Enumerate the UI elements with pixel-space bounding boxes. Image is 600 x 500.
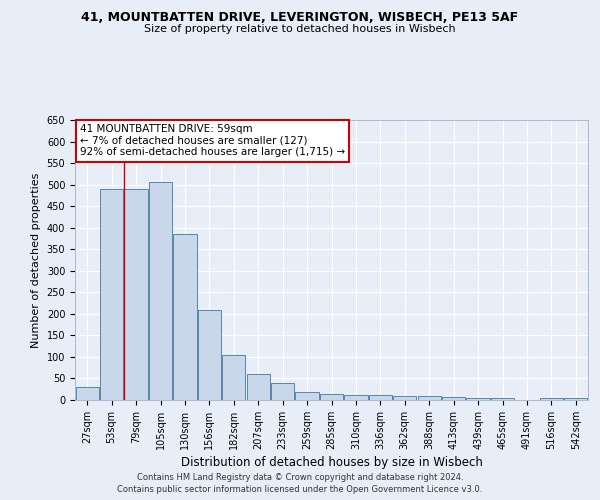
Bar (540, 398, 563, 400)
Bar (466, 398, 490, 400)
Bar (564, 398, 587, 400)
Bar (491, 398, 514, 400)
Bar (393, 396, 416, 400)
Text: 41 MOUNTBATTEN DRIVE: 59sqm
← 7% of detached houses are smaller (127)
92% of sem: 41 MOUNTBATTEN DRIVE: 59sqm ← 7% of deta… (80, 124, 345, 158)
Bar (173, 234, 197, 400)
Y-axis label: Number of detached properties: Number of detached properties (31, 172, 41, 348)
Text: Size of property relative to detached houses in Wisbech: Size of property relative to detached ho… (144, 24, 456, 34)
Text: Contains public sector information licensed under the Open Government Licence v3: Contains public sector information licen… (118, 485, 482, 494)
Bar (369, 396, 392, 400)
Bar (76, 387, 99, 400)
Bar (198, 310, 221, 400)
Text: Contains HM Land Registry data © Crown copyright and database right 2024.: Contains HM Land Registry data © Crown c… (137, 472, 463, 482)
Bar (442, 398, 465, 400)
Bar (124, 189, 148, 400)
Bar (418, 396, 441, 400)
Bar (320, 394, 343, 400)
Text: 41, MOUNTBATTEN DRIVE, LEVERINGTON, WISBECH, PE13 5AF: 41, MOUNTBATTEN DRIVE, LEVERINGTON, WISB… (82, 11, 518, 24)
Bar (295, 392, 319, 400)
Bar (344, 395, 368, 400)
X-axis label: Distribution of detached houses by size in Wisbech: Distribution of detached houses by size … (181, 456, 482, 469)
Bar (247, 374, 270, 400)
Bar (149, 182, 172, 400)
Bar (271, 383, 294, 400)
Bar (100, 189, 123, 400)
Bar (222, 355, 245, 400)
